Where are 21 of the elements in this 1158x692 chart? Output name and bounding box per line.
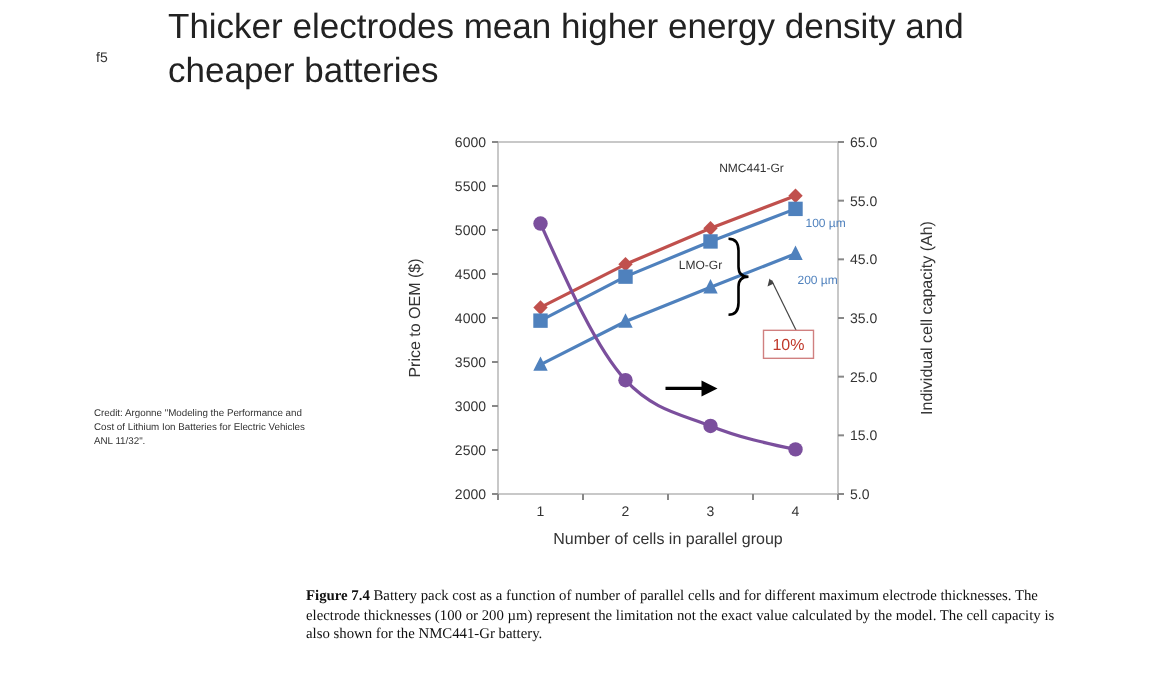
point (788, 201, 803, 217)
point (533, 216, 548, 231)
point (533, 313, 548, 328)
x-axis-title: Number of cells in parallel group (553, 530, 784, 548)
point (703, 418, 718, 434)
point (703, 279, 718, 294)
point (618, 257, 633, 272)
point (703, 234, 718, 249)
point (618, 313, 633, 328)
y-axis-title: Price to OEM ($) (406, 257, 424, 378)
point (703, 221, 718, 236)
chart-title: Thicker electrodes mean higher energy density and cheaper batteries (168, 4, 966, 92)
point (618, 372, 633, 388)
point (533, 356, 548, 371)
point (788, 245, 803, 260)
annotation: 10% (772, 336, 805, 355)
point (533, 300, 548, 315)
point (788, 442, 803, 457)
y2-axis-title: Individual cell capacity (Ah) (918, 220, 936, 415)
point (788, 188, 803, 203)
point (618, 269, 633, 284)
